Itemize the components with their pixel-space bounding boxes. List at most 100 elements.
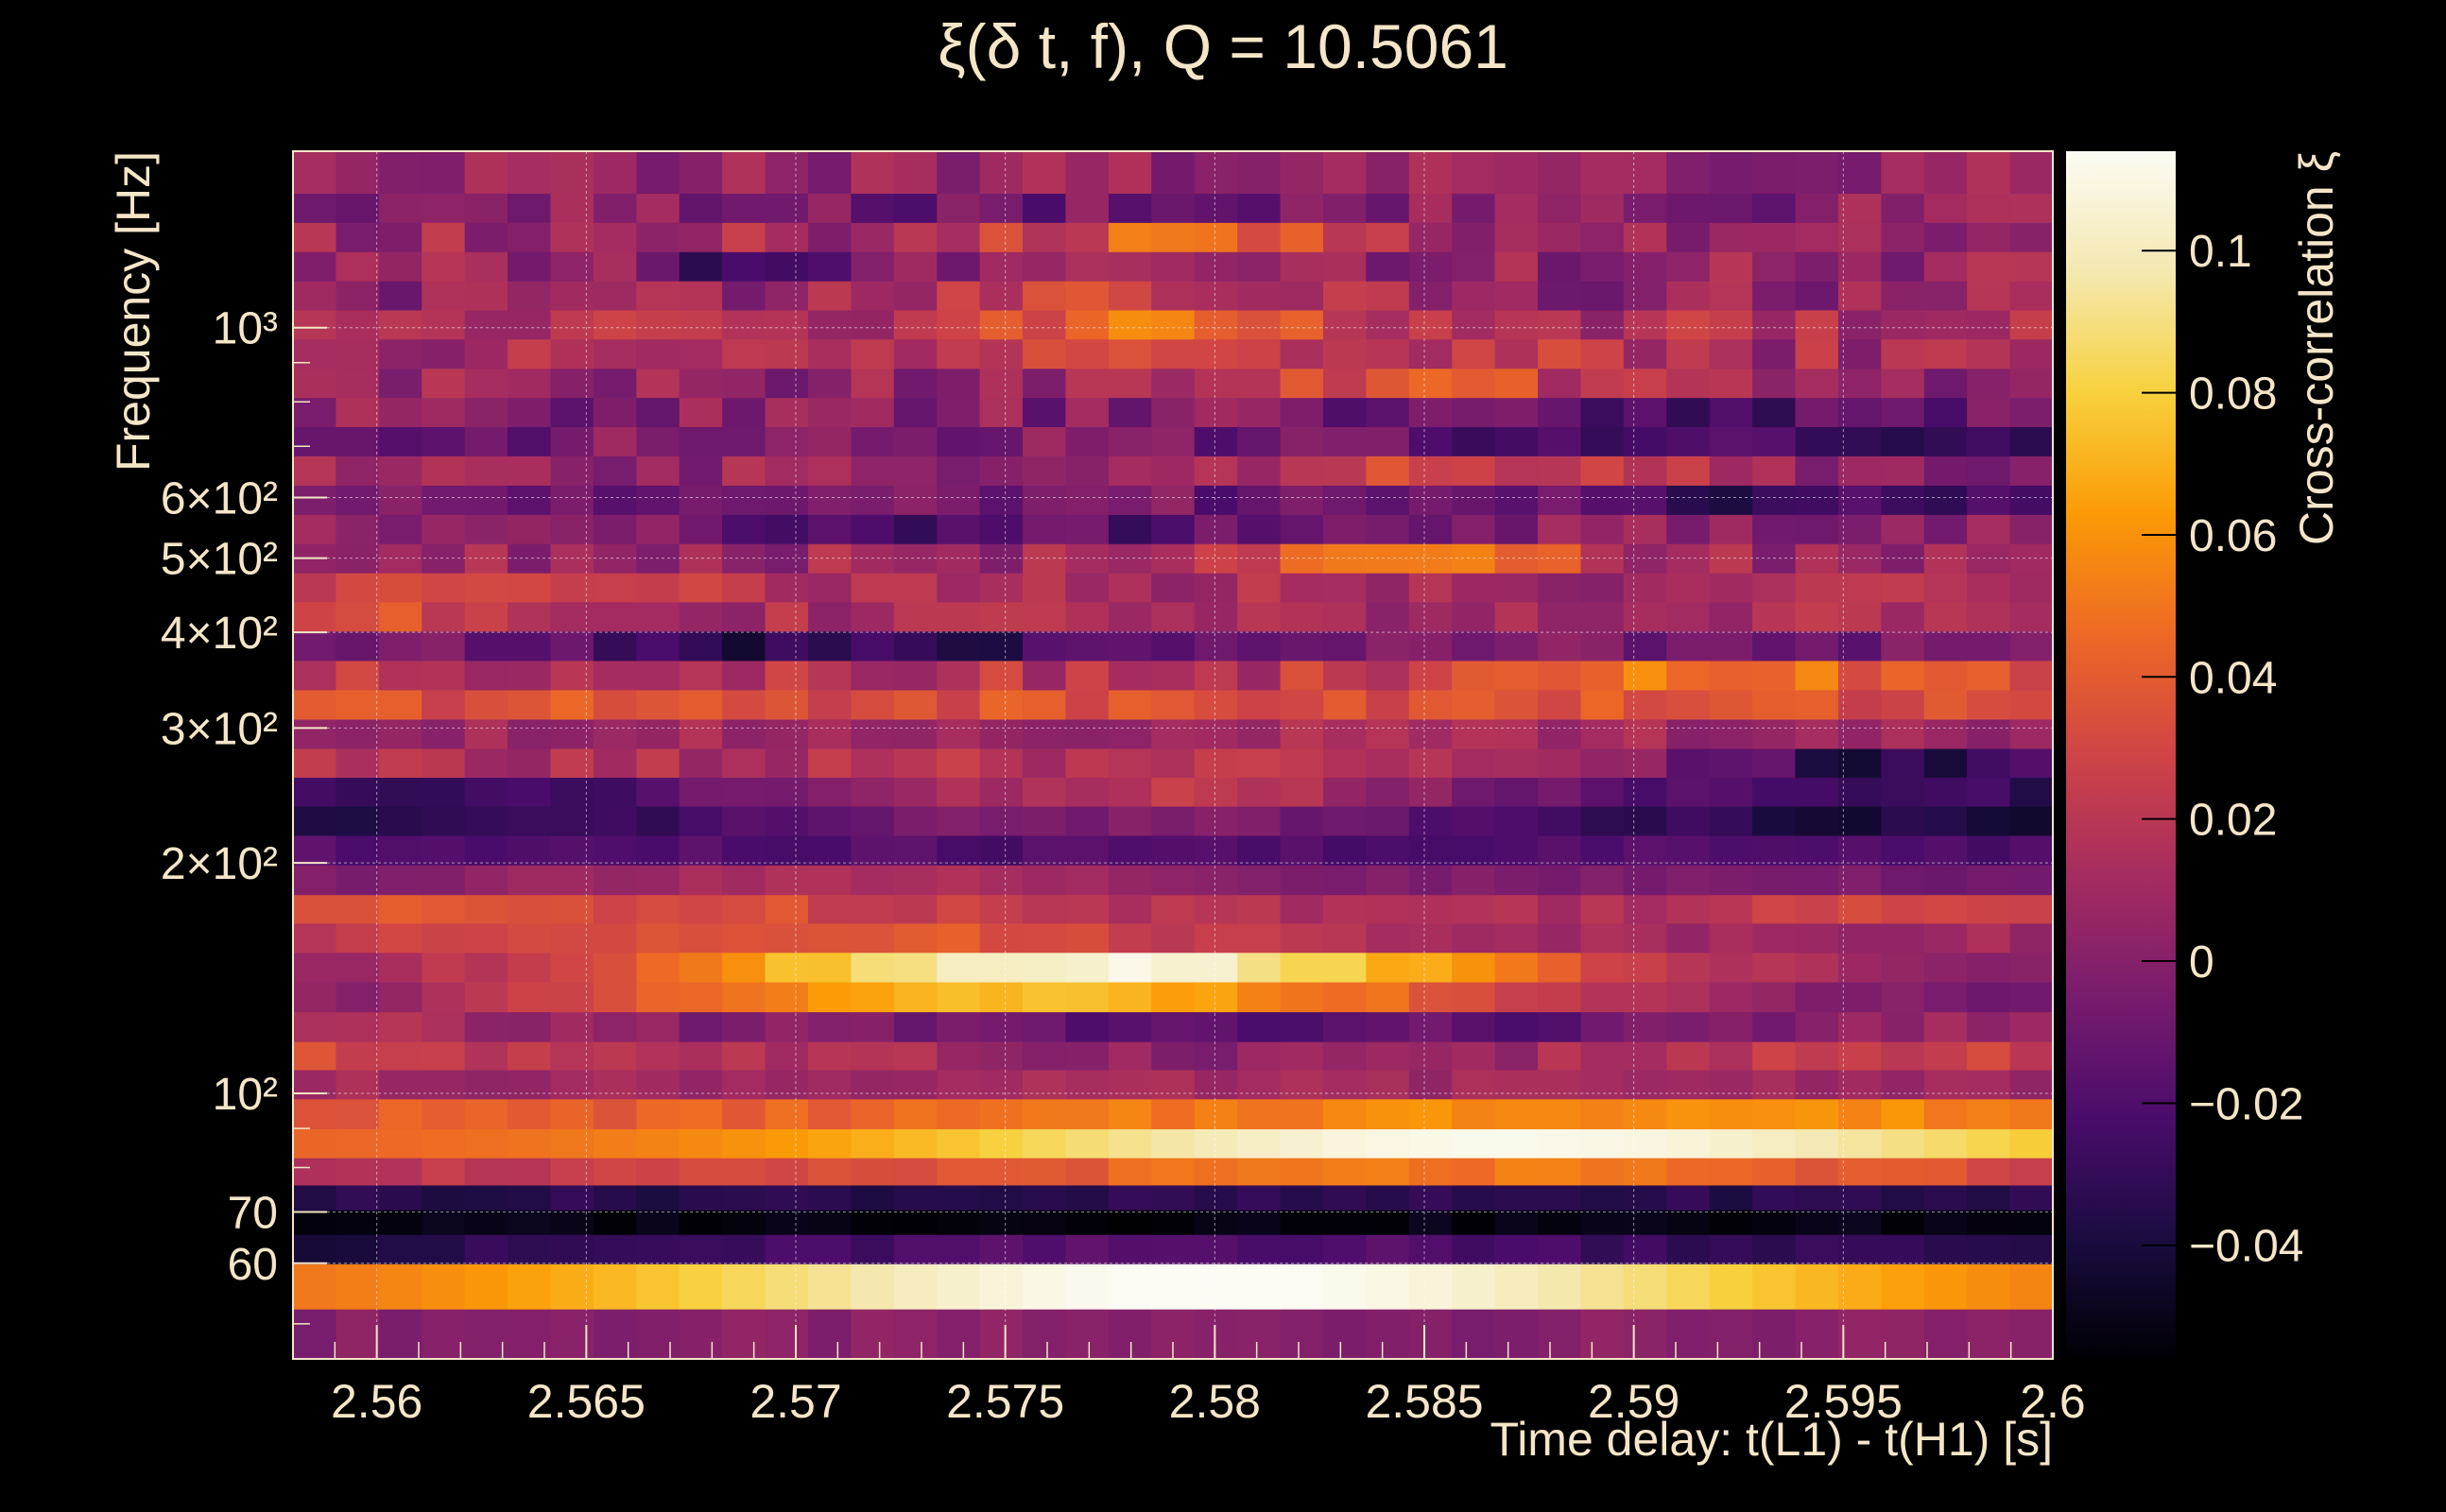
heatmap-cell [593, 1234, 637, 1264]
heatmap-cell [1881, 894, 1925, 924]
heatmap-cell [1752, 1098, 1797, 1130]
heatmap-cell [893, 1041, 938, 1071]
heatmap-cell [1065, 309, 1110, 340]
heatmap-cell [937, 397, 981, 427]
heatmap-cell [679, 426, 723, 456]
heatmap-cell [1752, 630, 1797, 662]
heatmap-cell [937, 1041, 981, 1071]
heatmap-cell [1709, 397, 1753, 427]
heatmap-cell [336, 1128, 380, 1159]
heatmap-cell [293, 689, 337, 720]
heatmap-cell [1623, 1234, 1667, 1264]
heatmap-cell [293, 922, 337, 954]
heatmap-cell [1108, 1309, 1152, 1360]
heatmap-cell [807, 1263, 852, 1310]
heatmap-cell [1280, 1263, 1324, 1310]
heatmap-cell [336, 573, 380, 603]
heatmap-cell [1580, 514, 1625, 544]
heatmap-cell [807, 455, 852, 486]
heatmap-cell [1280, 981, 1324, 1013]
heatmap-cell [722, 1128, 767, 1159]
heatmap-cell [1280, 922, 1324, 954]
heatmap-cell [1366, 1069, 1410, 1100]
heatmap-cell [1237, 573, 1282, 603]
heatmap-cell [1923, 1041, 1968, 1071]
heatmap-cell [422, 718, 466, 749]
heatmap-cell [1366, 894, 1410, 924]
heatmap-cell [722, 1011, 767, 1042]
heatmap-cell [807, 251, 852, 282]
heatmap-cell [1666, 309, 1711, 340]
heatmap-cell [937, 718, 981, 749]
heatmap-cell [336, 309, 380, 340]
heatmap-cell [464, 1069, 508, 1100]
heatmap-cell [464, 397, 508, 427]
heatmap-cell [1494, 455, 1539, 486]
heatmap-cell [1280, 1184, 1324, 1211]
heatmap-cell [464, 1098, 508, 1130]
heatmap-cell [1108, 485, 1152, 515]
heatmap-cell [1881, 777, 1925, 807]
heatmap-cell [679, 455, 723, 486]
heatmap-cell [1666, 952, 1711, 983]
heatmap-cell [979, 805, 1024, 836]
heatmap-cell [1151, 718, 1196, 749]
heatmap-cell [1494, 1011, 1539, 1042]
heatmap-cell [464, 1309, 508, 1360]
heatmap-cell [1494, 368, 1539, 399]
heatmap-cell [1322, 601, 1367, 632]
heatmap-cell [1151, 222, 1196, 252]
heatmap-cell [1237, 981, 1282, 1013]
heatmap-cell [1666, 151, 1711, 194]
heatmap-cell [851, 514, 895, 544]
heatmap-cell [1795, 222, 1839, 252]
heatmap-cell [293, 865, 337, 896]
heatmap-cell [293, 1128, 337, 1159]
heatmap-cell [422, 1309, 466, 1360]
heatmap-cell [679, 1128, 723, 1159]
heatmap-cell [1194, 397, 1238, 427]
heatmap-cell [1194, 1158, 1238, 1186]
heatmap-cell [1580, 455, 1625, 486]
heatmap-cell [636, 1011, 680, 1042]
heatmap-cell [679, 514, 723, 544]
heatmap-cell [937, 689, 981, 720]
heatmap-cell [1923, 805, 1968, 836]
heatmap-cell [1752, 193, 1797, 223]
heatmap-cell [893, 426, 938, 456]
heatmap-cell [378, 1309, 422, 1360]
heatmap-cell [508, 1184, 552, 1211]
heatmap-cell [636, 689, 680, 720]
heatmap-cell [1408, 952, 1453, 983]
heatmap-cell [851, 1210, 895, 1235]
heatmap-cell [1151, 251, 1196, 282]
heatmap-cell [807, 1041, 852, 1071]
heatmap-cell [2009, 1263, 2054, 1310]
heatmap-cell [1452, 455, 1496, 486]
heatmap-cell [1967, 1098, 2011, 1130]
heatmap-cell [679, 1184, 723, 1211]
heatmap-cell [1709, 1184, 1753, 1211]
heatmap-cell [937, 1069, 981, 1100]
heatmap-cell [765, 1041, 809, 1071]
heatmap-cell [1752, 1069, 1797, 1100]
heatmap-cell [1408, 573, 1453, 603]
heatmap-cell [1108, 805, 1152, 836]
heatmap-cell [765, 922, 809, 954]
heatmap-cell [1194, 1184, 1238, 1211]
heatmap-cell [937, 777, 981, 807]
heatmap-cell [2009, 805, 2054, 836]
heatmap-cell [1408, 1128, 1453, 1159]
heatmap-cell [1709, 573, 1753, 603]
heatmap-cell [1837, 689, 1882, 720]
heatmap-cell [893, 660, 938, 691]
heatmap-cell [422, 222, 466, 252]
heatmap-cell [937, 952, 981, 983]
heatmap-cell [722, 1210, 767, 1235]
heatmap-cell [550, 777, 594, 807]
heatmap-cell [1837, 368, 1882, 399]
heatmap-cell [1023, 455, 1067, 486]
heatmap-cell [979, 455, 1024, 486]
heatmap-cell [979, 718, 1024, 749]
heatmap-cell [1322, 952, 1367, 983]
